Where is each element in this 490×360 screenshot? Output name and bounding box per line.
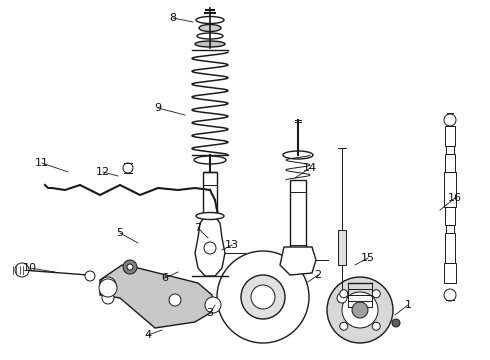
Text: 6: 6 [162, 273, 169, 283]
Bar [445, 154, 455, 172]
Text: 5: 5 [117, 228, 123, 238]
Text: 10: 10 [23, 263, 37, 273]
Circle shape [327, 277, 393, 343]
Circle shape [15, 263, 29, 277]
Bar [338, 230, 346, 265]
Text: 14: 14 [303, 163, 317, 173]
Bar [446, 146, 454, 154]
Circle shape [123, 260, 137, 274]
Ellipse shape [194, 156, 226, 164]
Ellipse shape [283, 151, 313, 159]
Bar [445, 233, 455, 263]
Text: 12: 12 [96, 167, 110, 177]
Bar [446, 225, 454, 233]
Circle shape [169, 294, 181, 306]
Ellipse shape [195, 41, 225, 47]
Circle shape [392, 319, 400, 327]
Circle shape [372, 290, 380, 298]
Polygon shape [195, 218, 225, 276]
Circle shape [340, 290, 348, 298]
Text: 4: 4 [145, 330, 151, 340]
Circle shape [205, 297, 221, 313]
Polygon shape [280, 247, 316, 275]
Text: 1: 1 [405, 300, 412, 310]
Ellipse shape [196, 17, 224, 23]
Ellipse shape [196, 212, 224, 220]
Circle shape [204, 242, 216, 254]
Text: 7: 7 [195, 223, 201, 233]
Text: 15: 15 [361, 253, 375, 263]
Text: 3: 3 [206, 308, 214, 318]
Circle shape [372, 322, 380, 330]
Text: 13: 13 [225, 240, 239, 250]
Circle shape [127, 264, 133, 270]
Ellipse shape [199, 24, 221, 32]
Circle shape [241, 275, 285, 319]
Circle shape [340, 322, 348, 330]
Text: 16: 16 [448, 193, 462, 203]
Circle shape [102, 292, 114, 304]
Circle shape [444, 114, 456, 126]
Circle shape [85, 271, 95, 281]
Circle shape [99, 279, 117, 297]
Text: 11: 11 [35, 158, 49, 168]
Ellipse shape [197, 33, 223, 39]
Circle shape [337, 293, 347, 303]
Bar [203, 172, 217, 227]
Bar [445, 126, 455, 146]
Circle shape [217, 251, 309, 343]
Polygon shape [100, 265, 215, 328]
Text: 8: 8 [170, 13, 176, 23]
Circle shape [251, 285, 275, 309]
Circle shape [342, 292, 378, 328]
Bar [444, 263, 456, 283]
Circle shape [444, 289, 456, 301]
Bar [444, 172, 456, 207]
Text: 9: 9 [154, 103, 162, 113]
Bar [290, 180, 306, 255]
Circle shape [352, 302, 368, 318]
Text: 2: 2 [315, 270, 321, 280]
Bar [445, 207, 455, 225]
Circle shape [123, 163, 133, 173]
Circle shape [100, 277, 116, 293]
